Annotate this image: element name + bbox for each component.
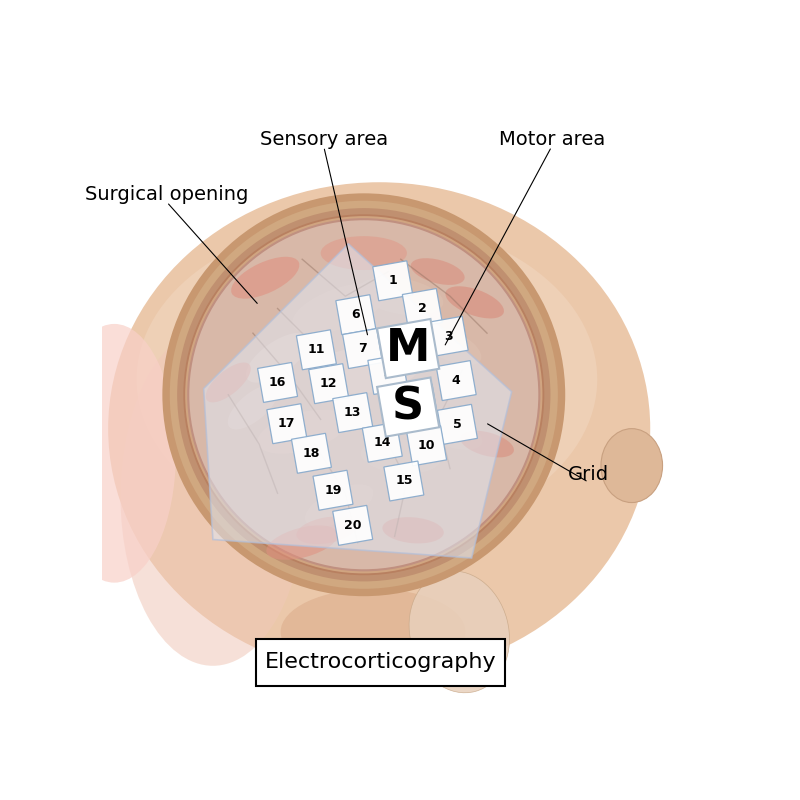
Text: 12: 12	[320, 377, 338, 390]
Ellipse shape	[53, 324, 176, 582]
Ellipse shape	[121, 327, 306, 666]
Ellipse shape	[601, 429, 662, 502]
Polygon shape	[428, 316, 468, 356]
Circle shape	[162, 194, 566, 596]
Text: 16: 16	[269, 376, 286, 389]
Polygon shape	[336, 294, 376, 334]
Text: 19: 19	[324, 484, 342, 497]
Ellipse shape	[321, 236, 407, 270]
Text: 1: 1	[388, 274, 397, 287]
Polygon shape	[402, 289, 442, 329]
Text: 14: 14	[374, 436, 391, 449]
Ellipse shape	[309, 346, 419, 394]
Ellipse shape	[446, 286, 504, 318]
Text: 11: 11	[308, 343, 325, 356]
Text: 5: 5	[453, 418, 462, 431]
Ellipse shape	[382, 517, 444, 543]
Text: 4: 4	[452, 374, 461, 387]
Ellipse shape	[358, 277, 443, 315]
Ellipse shape	[266, 526, 338, 560]
Text: 3: 3	[444, 330, 453, 342]
Circle shape	[170, 201, 558, 589]
Ellipse shape	[228, 385, 278, 430]
Ellipse shape	[281, 589, 466, 675]
Ellipse shape	[410, 258, 465, 285]
Circle shape	[185, 216, 542, 574]
Polygon shape	[384, 461, 424, 501]
Polygon shape	[204, 244, 512, 558]
Text: 7: 7	[358, 342, 367, 355]
Circle shape	[188, 219, 539, 570]
Polygon shape	[342, 329, 382, 369]
FancyBboxPatch shape	[256, 639, 506, 686]
Text: 10: 10	[418, 439, 435, 452]
Ellipse shape	[305, 484, 374, 527]
Polygon shape	[267, 404, 306, 444]
Circle shape	[183, 214, 544, 575]
Text: Grid: Grid	[568, 466, 610, 484]
Text: 20: 20	[344, 519, 362, 532]
Polygon shape	[377, 378, 439, 437]
Polygon shape	[368, 354, 408, 394]
Text: 2: 2	[418, 302, 426, 315]
Ellipse shape	[206, 362, 251, 402]
Ellipse shape	[258, 410, 347, 454]
Text: 18: 18	[302, 446, 320, 460]
Text: 13: 13	[344, 406, 362, 419]
Text: 15: 15	[395, 474, 413, 487]
Ellipse shape	[418, 414, 482, 450]
Ellipse shape	[297, 517, 358, 544]
Text: S: S	[392, 386, 424, 429]
Ellipse shape	[409, 571, 510, 693]
Polygon shape	[398, 384, 438, 424]
Polygon shape	[313, 470, 353, 510]
Ellipse shape	[108, 182, 650, 675]
Polygon shape	[436, 361, 476, 401]
Polygon shape	[333, 506, 373, 546]
Polygon shape	[333, 393, 373, 433]
Text: M: M	[386, 327, 430, 370]
Ellipse shape	[137, 219, 598, 539]
Ellipse shape	[361, 439, 441, 474]
Text: Motor area: Motor area	[498, 130, 605, 149]
Text: 8: 8	[383, 368, 392, 381]
Polygon shape	[438, 404, 478, 444]
Circle shape	[177, 208, 550, 582]
Polygon shape	[373, 261, 413, 301]
Polygon shape	[377, 319, 439, 378]
Ellipse shape	[460, 430, 514, 458]
Polygon shape	[406, 426, 446, 466]
Polygon shape	[291, 434, 331, 474]
Text: 9: 9	[414, 398, 422, 410]
Text: Sensory area: Sensory area	[260, 130, 388, 149]
Text: 17: 17	[278, 418, 295, 430]
Polygon shape	[309, 364, 349, 404]
Ellipse shape	[246, 333, 309, 382]
Polygon shape	[362, 422, 402, 462]
Text: Electrocorticography: Electrocorticography	[265, 653, 497, 673]
Text: 6: 6	[351, 308, 360, 321]
Polygon shape	[258, 362, 298, 402]
Ellipse shape	[292, 283, 386, 334]
Ellipse shape	[231, 257, 299, 298]
Ellipse shape	[418, 326, 482, 365]
Text: Surgical opening: Surgical opening	[85, 185, 248, 204]
Polygon shape	[296, 330, 336, 370]
